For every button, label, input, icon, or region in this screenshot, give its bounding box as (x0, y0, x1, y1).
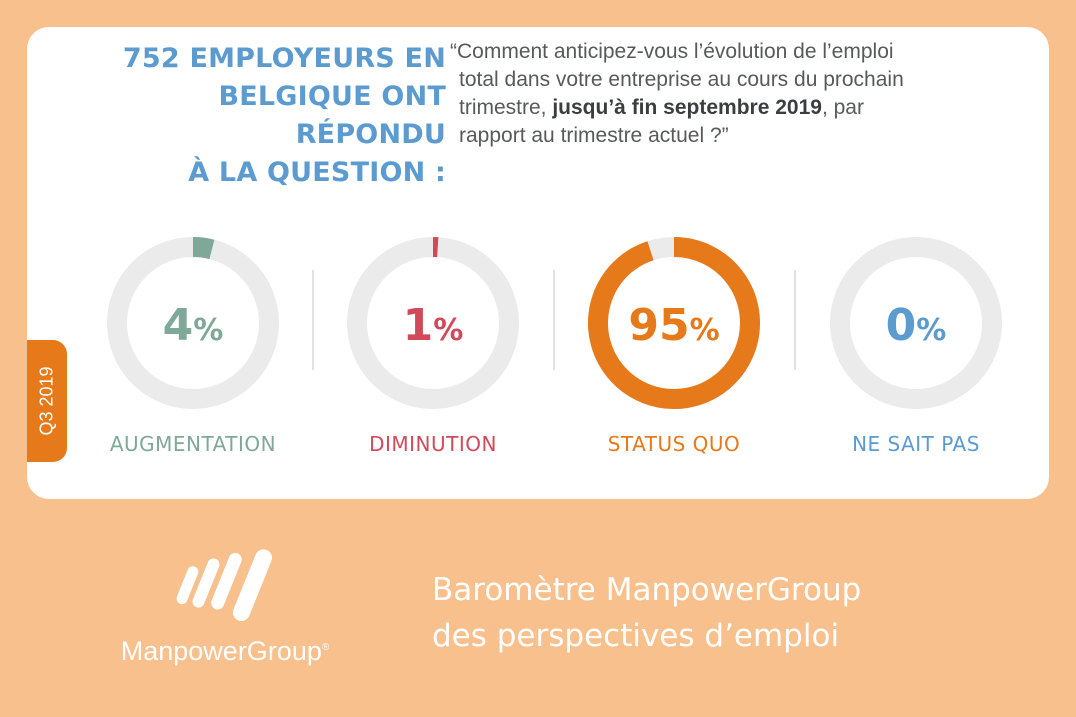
value-number: 95 (628, 300, 690, 351)
category-label-status-quo: STATUS QUO (607, 432, 741, 456)
logo-mark-icon (176, 549, 273, 622)
question-line-3-pre: trimestre, (459, 96, 553, 119)
brand-name: ManpowerGroup (120, 636, 322, 666)
question-line-3: trimestre, jusqu’à fin septembre 2019, p… (450, 94, 1010, 122)
headline-line-2: BELGIQUE ONT RÉPONDU (218, 81, 446, 150)
donut-charts: 4% AUGMENTATION 1% DIMINUTION 95% STATUS QUO 0… (93, 237, 1016, 456)
value-label-diminution: 1% (333, 300, 533, 351)
question-line-4: rapport au trimestre actuel ?” (459, 124, 729, 147)
value-number: 4 (162, 300, 194, 351)
category-label-ne-sait-pas: NE SAIT PAS (852, 432, 980, 456)
value-label-ne-sait-pas: 0% (816, 300, 1016, 351)
value-unit: % (433, 313, 464, 348)
question-line-1: “Comment anticipez-vous l’évolution de l… (450, 40, 894, 63)
question-line-2: total dans votre entreprise au cours du … (459, 68, 904, 91)
category-label-diminution: DIMINUTION (369, 432, 497, 456)
footer-title: Baromètre ManpowerGroup des perspectives… (432, 567, 1032, 659)
manpowergroup-logo (176, 549, 273, 622)
brand-wordmark: ManpowerGroup® (100, 636, 350, 667)
period-tab: Q3 2019 (27, 340, 67, 462)
registered-mark: ® (321, 642, 330, 653)
footer-title-line-1: Baromètre ManpowerGroup (432, 572, 862, 608)
headline-line-3: À LA QUESTION : (188, 157, 446, 188)
headline: 752 EMPLOYEURS EN BELGIQUE ONT RÉPONDU À… (60, 40, 446, 192)
donut-arc-augmentation (192, 237, 215, 260)
question-line-3-post: , par (821, 96, 864, 119)
chart-divider (794, 270, 796, 370)
footer-title-line-2: des perspectives d’emploi (432, 618, 840, 654)
value-unit: % (916, 313, 947, 348)
value-unit: % (689, 313, 720, 348)
donut-chart-svg (107, 237, 1002, 409)
donut-track-ne-sait-pas (830, 237, 1002, 409)
value-number: 0 (885, 300, 917, 351)
value-label-status-quo: 95% (574, 300, 774, 351)
chart-divider (552, 270, 555, 370)
donut-arc-status-quo (588, 237, 760, 409)
headline-line-1: 752 EMPLOYEURS EN (122, 43, 446, 74)
survey-question: “Comment anticipez-vous l’évolution de l… (450, 38, 1010, 150)
chart-divider (312, 270, 314, 370)
value-label-augmentation: 4% (93, 300, 293, 351)
category-label-augmentation: AUGMENTATION (109, 432, 277, 456)
value-number: 1 (402, 300, 434, 351)
value-unit: % (193, 313, 224, 348)
question-period-emphasis: jusqu’à fin septembre 2019 (552, 96, 822, 119)
